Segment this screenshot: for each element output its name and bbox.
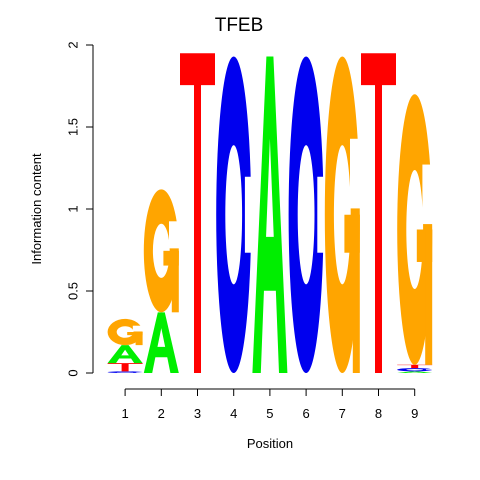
chart-title: TFEB: [215, 15, 264, 36]
logo-letter-c-pos9: [397, 368, 433, 372]
x-tick-label: 4: [230, 406, 237, 421]
x-tick-label: 3: [194, 406, 201, 421]
logo-letter-a-pos5: [252, 56, 288, 373]
x-tick-label: 7: [339, 406, 346, 421]
y-tick-label: 0.5: [66, 282, 81, 300]
logo-letter-g-pos2: [143, 189, 180, 313]
x-tick-label: 2: [158, 406, 165, 421]
logo-letter-t-pos3: [180, 53, 215, 373]
logo-letter-g-pos1: [107, 318, 144, 346]
x-tick-label: 5: [266, 406, 273, 421]
logo-letter-t-pos1: [107, 363, 143, 372]
y-axis-label: Information content: [29, 153, 44, 265]
y-tick-label: 0: [66, 369, 81, 376]
logo-letter-c-pos1: [107, 371, 144, 373]
letter-stacks: [107, 53, 433, 373]
logo-letter-a-pos1: [107, 345, 143, 364]
x-axis-label: Position: [247, 436, 293, 451]
x-tick-label: 8: [375, 406, 382, 421]
logo-letter-c-pos6: [288, 56, 325, 373]
logo-letter-g-pos7: [324, 56, 361, 373]
y-tick-label: 1.5: [66, 118, 81, 136]
logo-letter-t-pos8: [361, 53, 396, 373]
x-tick-label: 1: [121, 406, 128, 421]
x-axis: 1 2 3 4 5 6 7 8 9: [121, 388, 418, 421]
logo-letter-c-pos4: [216, 56, 252, 373]
x-tick-label: 6: [302, 406, 309, 421]
logo-letter-g-pos9: [397, 94, 433, 365]
y-tick-label: 1: [66, 205, 81, 212]
logo-letter-a-pos9: [397, 371, 433, 373]
logo-letter-a-pos2: [143, 312, 179, 373]
y-axis: 0 0.5 1 1.5 2: [66, 41, 94, 377]
y-tick-label: 2: [66, 41, 81, 48]
x-tick-label: 9: [411, 406, 418, 421]
logo-letter-t-pos9: [397, 364, 433, 369]
